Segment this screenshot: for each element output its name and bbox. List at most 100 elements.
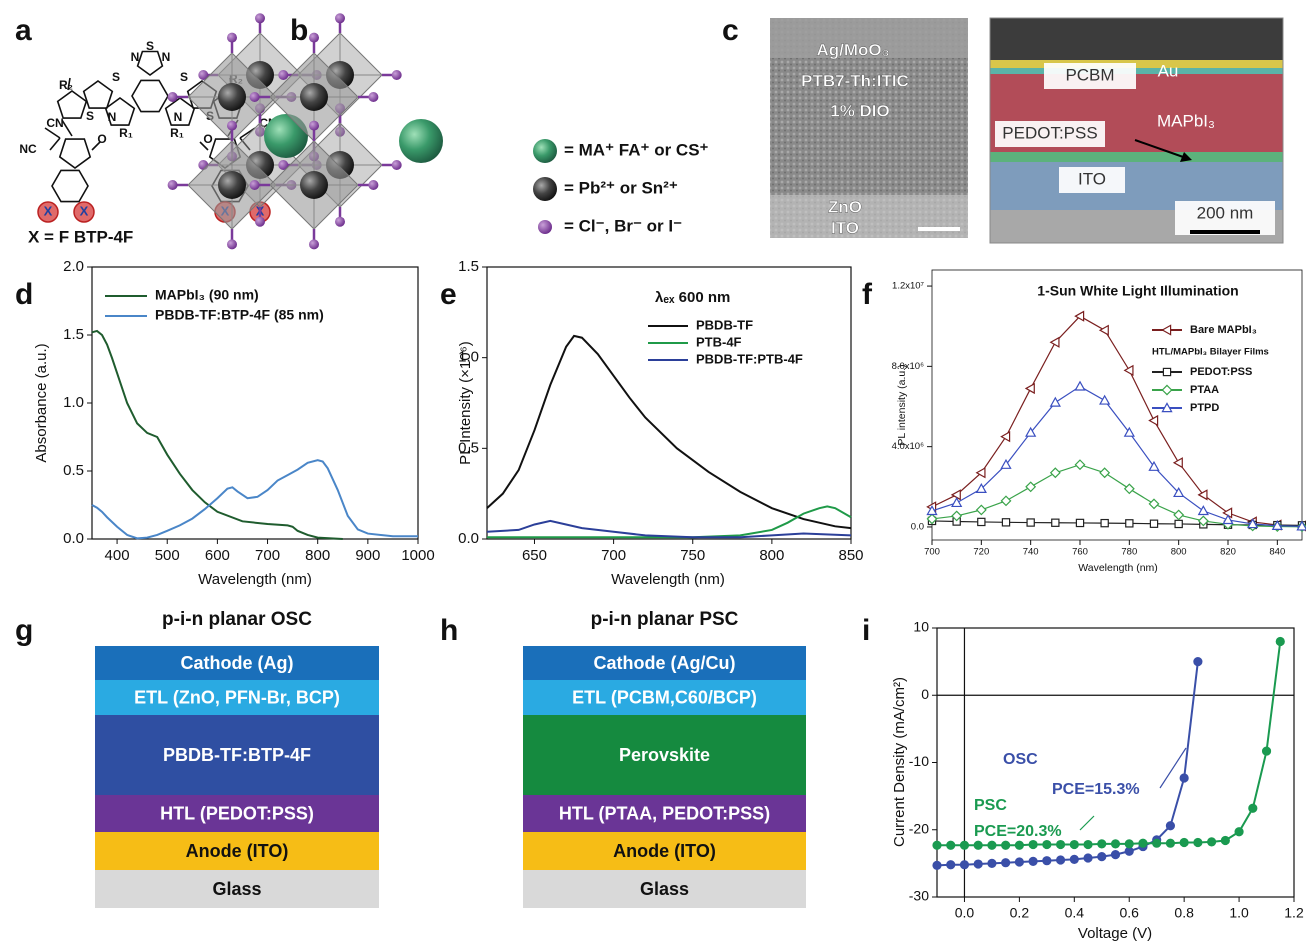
x-tick-label: 0.2 bbox=[1010, 905, 1030, 921]
x-tick-label: 650 bbox=[522, 547, 547, 564]
data-point bbox=[1083, 853, 1093, 863]
data-point bbox=[1075, 518, 1085, 528]
data-point bbox=[1197, 505, 1209, 516]
substituent-marker bbox=[37, 201, 59, 223]
legend-symbol bbox=[533, 139, 557, 163]
device-layer bbox=[523, 832, 806, 870]
y-tick-label: 1.5 bbox=[458, 258, 479, 275]
legend-title: HTL/MAPbI₃ Bilayer Films bbox=[1152, 347, 1269, 358]
data-point bbox=[946, 840, 956, 850]
x-tick-label: 760 bbox=[1072, 547, 1088, 558]
series-line bbox=[487, 505, 852, 539]
x-axis-label: Wavelength (nm) bbox=[198, 571, 312, 588]
atom-label: X bbox=[80, 203, 89, 218]
series-line bbox=[91, 329, 343, 540]
data-point bbox=[1055, 839, 1066, 850]
panel-label: c bbox=[722, 14, 739, 47]
a-site bbox=[264, 114, 308, 158]
y-tick-label: 1.5 bbox=[63, 326, 84, 343]
y-tick-label: 4.0x10⁶ bbox=[892, 441, 925, 452]
layer-label: Perovskite bbox=[619, 745, 710, 765]
data-point bbox=[946, 860, 956, 870]
x-tick-label: 780 bbox=[1121, 547, 1137, 558]
x-tick-label: 700 bbox=[924, 547, 940, 558]
data-point bbox=[1124, 839, 1134, 849]
x-tick-label: 1000 bbox=[401, 547, 434, 564]
bond bbox=[44, 127, 61, 139]
atom-label: R₂ bbox=[59, 78, 73, 92]
data-point bbox=[1049, 336, 1060, 348]
data-point bbox=[1197, 515, 1209, 527]
data-point bbox=[1100, 518, 1109, 528]
y-tick-label: 1.2x10⁷ bbox=[892, 281, 925, 292]
series-line bbox=[931, 464, 1303, 528]
tem-label: ITO bbox=[1078, 169, 1106, 188]
y-tick-label: 0.0 bbox=[63, 530, 84, 547]
tem-label: MAPbI₃ bbox=[1157, 111, 1215, 130]
y-tick-label: 0.5 bbox=[458, 439, 479, 456]
metal bbox=[300, 83, 328, 111]
data-point bbox=[1123, 483, 1135, 495]
data-point bbox=[959, 860, 970, 870]
x-tick-label: 720 bbox=[973, 547, 989, 558]
halide bbox=[255, 13, 265, 24]
data-point bbox=[1149, 519, 1159, 528]
data-point bbox=[1049, 467, 1061, 479]
data-point bbox=[1271, 519, 1283, 530]
halide bbox=[198, 70, 209, 80]
data-point bbox=[1296, 520, 1306, 531]
legend-marker bbox=[1161, 402, 1173, 413]
series-line bbox=[931, 315, 1303, 527]
data-point bbox=[1123, 364, 1134, 376]
annotation: PCE=20.3% bbox=[974, 823, 1062, 840]
halide bbox=[278, 160, 289, 170]
x-tick-label: 0.4 bbox=[1065, 905, 1085, 921]
data-point bbox=[932, 840, 942, 850]
x-tick-label: 840 bbox=[1269, 547, 1285, 558]
y-tick-label: -20 bbox=[909, 820, 929, 836]
y-tick-label: -30 bbox=[909, 888, 929, 904]
x-axis-label: Voltage (V) bbox=[1078, 925, 1152, 942]
data-point bbox=[1148, 414, 1159, 427]
data-point bbox=[1165, 838, 1176, 848]
halide bbox=[368, 180, 379, 190]
data-point bbox=[1083, 839, 1093, 850]
panel-label: i bbox=[862, 614, 870, 647]
data-point bbox=[977, 517, 986, 527]
data-point bbox=[1014, 840, 1024, 850]
halide bbox=[335, 13, 345, 24]
device-layer bbox=[95, 832, 379, 870]
panel-label: a bbox=[15, 14, 32, 47]
layer-band bbox=[990, 68, 1283, 74]
data-point bbox=[975, 504, 987, 516]
x-tick-label: 750 bbox=[680, 547, 705, 564]
label-box bbox=[1044, 63, 1136, 89]
data-point bbox=[1138, 838, 1148, 848]
data-point bbox=[1055, 855, 1066, 865]
legend-marker bbox=[1161, 384, 1173, 396]
data-point bbox=[1197, 489, 1208, 501]
data-point bbox=[1099, 467, 1111, 479]
y-tick-label: 0.5 bbox=[63, 462, 84, 479]
x-tick-label: 500 bbox=[155, 547, 180, 564]
atom-label: S bbox=[180, 70, 188, 84]
x-tick-label: 700 bbox=[601, 547, 626, 564]
device-layer bbox=[95, 715, 379, 795]
x-tick-label: 900 bbox=[355, 547, 380, 564]
data-point bbox=[1001, 840, 1011, 850]
data-point bbox=[1125, 519, 1134, 528]
leader-line bbox=[1079, 815, 1095, 831]
x-tick-label: 1.0 bbox=[1229, 905, 1249, 921]
data-point bbox=[1220, 835, 1230, 846]
bond bbox=[61, 119, 73, 137]
halide bbox=[227, 239, 237, 250]
atom-label: S bbox=[86, 109, 94, 123]
data-point bbox=[1024, 382, 1035, 395]
atom-label: O bbox=[97, 132, 106, 146]
data-point bbox=[1074, 380, 1086, 391]
device-layer bbox=[95, 680, 379, 715]
series-line bbox=[91, 459, 418, 540]
data-point bbox=[1097, 852, 1107, 862]
tem-label: Au bbox=[1158, 61, 1179, 80]
